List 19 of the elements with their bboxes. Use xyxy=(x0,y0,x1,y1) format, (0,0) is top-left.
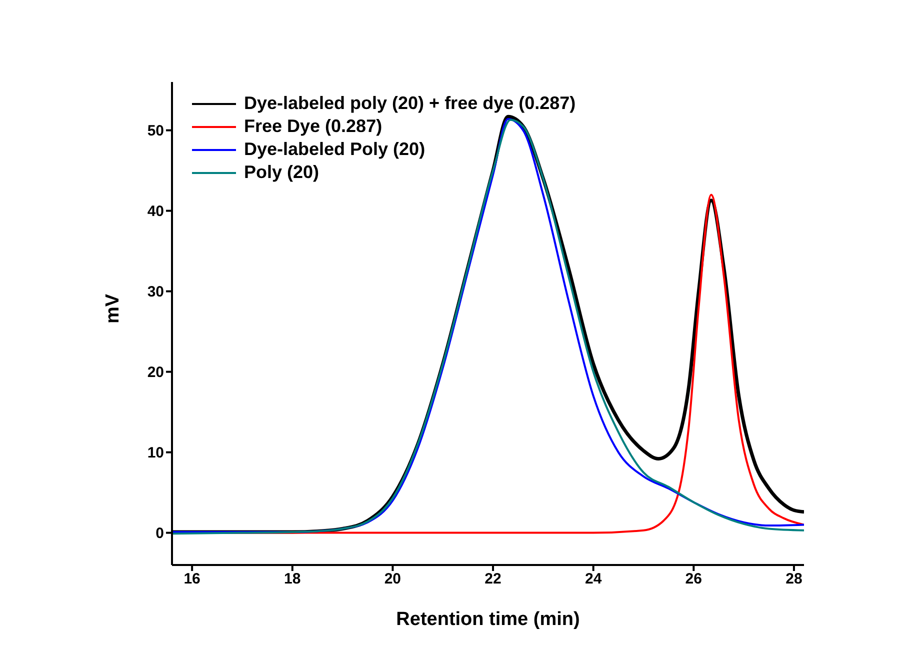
legend-label: Poly (20) xyxy=(244,162,320,183)
y-tick-label: 50 xyxy=(147,122,164,140)
legend-label: Dye-labeled Poly (20) xyxy=(244,139,426,160)
y-tick-label: 10 xyxy=(147,444,164,462)
x-tick-label: 22 xyxy=(484,570,502,588)
y-tick-label: 0 xyxy=(156,525,164,542)
y-tick-label: 20 xyxy=(147,364,164,382)
x-tick-label: 28 xyxy=(786,570,802,588)
x-tick-label: 16 xyxy=(184,570,200,588)
y-tick-label: 40 xyxy=(147,203,164,220)
y-tick-label: 30 xyxy=(147,284,164,301)
legend-label: Free Dye (0.287) xyxy=(244,116,382,137)
x-tick-label: 26 xyxy=(685,570,702,588)
x-tick-label: 24 xyxy=(584,570,602,588)
y-axis-title: mV xyxy=(102,294,124,324)
x-axis-title: Retention time (min) xyxy=(396,609,580,630)
x-tick-label: 20 xyxy=(384,570,402,588)
legend-label: Dye-labeled poly (20) + free dye (0.287) xyxy=(244,93,576,114)
x-tick-label: 18 xyxy=(284,570,301,588)
